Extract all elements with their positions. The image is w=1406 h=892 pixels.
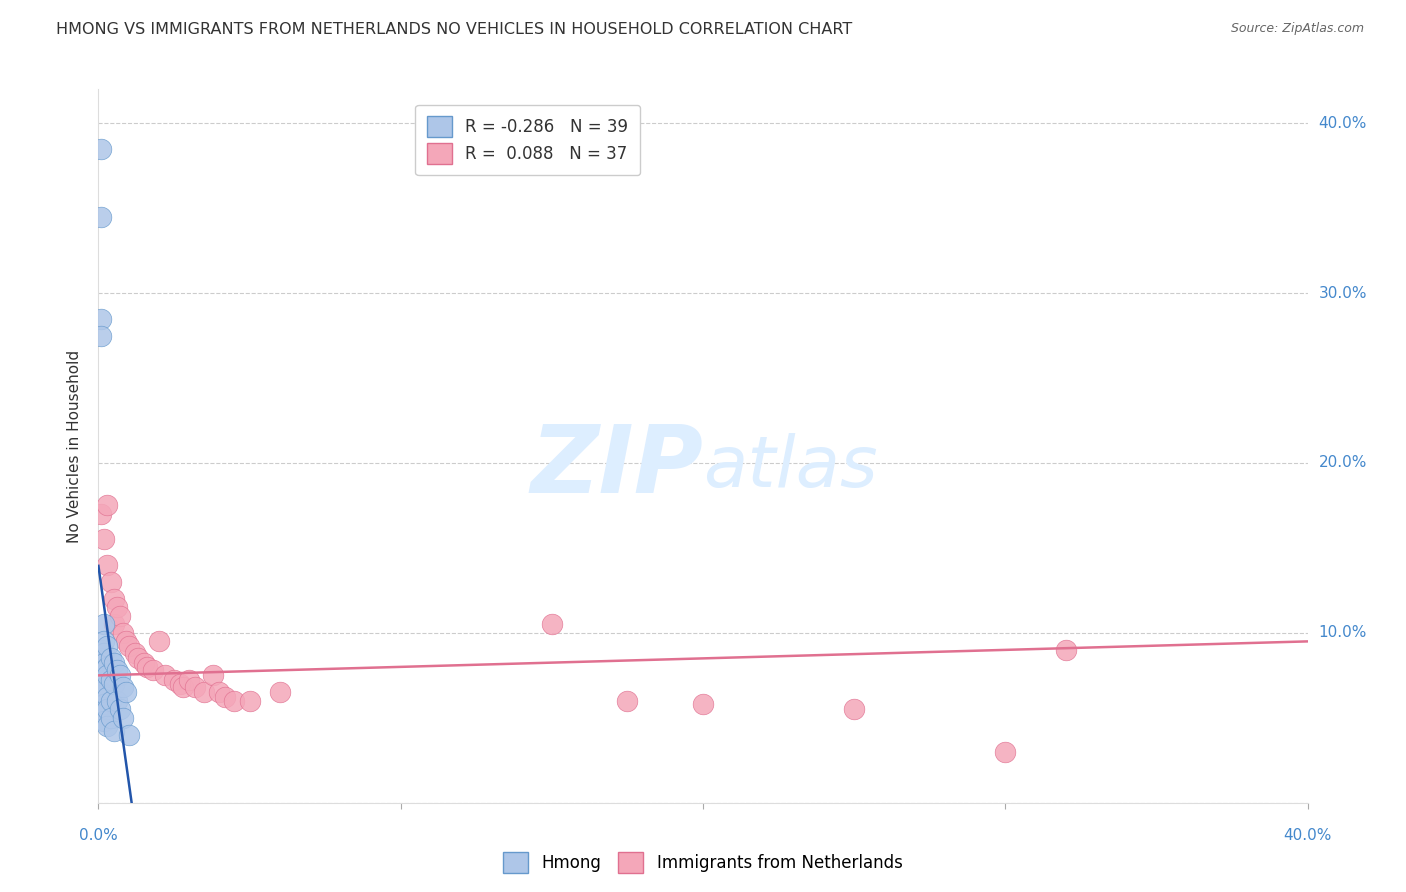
- Point: [169, 677, 191, 691]
- Point: [148, 634, 170, 648]
- Text: Source: ZipAtlas.com: Source: ZipAtlas.com: [1230, 22, 1364, 36]
- Point: [90, 643, 112, 657]
- Text: 40.0%: 40.0%: [1319, 116, 1367, 131]
- Point: [103, 617, 125, 632]
- Point: [100, 574, 122, 589]
- Point: [90, 507, 112, 521]
- Point: [93, 714, 115, 729]
- Point: [93, 634, 115, 648]
- Legend: R = -0.286   N = 39, R =  0.088   N = 37: R = -0.286 N = 39, R = 0.088 N = 37: [415, 104, 640, 176]
- Text: HMONG VS IMMIGRANTS FROM NETHERLANDS NO VEHICLES IN HOUSEHOLD CORRELATION CHART: HMONG VS IMMIGRANTS FROM NETHERLANDS NO …: [56, 22, 852, 37]
- Point: [127, 651, 149, 665]
- Point: [96, 558, 118, 572]
- Point: [90, 677, 112, 691]
- Point: [172, 680, 194, 694]
- Text: atlas: atlas: [703, 433, 877, 502]
- Text: 20.0%: 20.0%: [1319, 456, 1367, 470]
- Point: [224, 694, 246, 708]
- Point: [108, 668, 131, 682]
- Point: [202, 668, 225, 682]
- Point: [90, 651, 112, 665]
- Point: [96, 690, 118, 705]
- Point: [142, 663, 165, 677]
- Point: [111, 626, 134, 640]
- Point: [105, 600, 128, 615]
- Point: [153, 668, 176, 682]
- Point: [93, 698, 115, 712]
- Point: [93, 663, 115, 677]
- Point: [163, 673, 186, 688]
- Point: [100, 694, 122, 708]
- Point: [214, 690, 236, 705]
- Point: [692, 698, 714, 712]
- Point: [135, 660, 157, 674]
- Point: [90, 311, 112, 326]
- Point: [90, 210, 112, 224]
- Point: [111, 680, 134, 694]
- Point: [103, 677, 125, 691]
- Point: [90, 702, 112, 716]
- Point: [114, 634, 136, 648]
- Point: [96, 702, 118, 716]
- Point: [90, 142, 112, 156]
- Point: [96, 668, 118, 682]
- Text: 0.0%: 0.0%: [79, 828, 118, 843]
- Point: [844, 702, 866, 716]
- Point: [103, 591, 125, 606]
- Point: [108, 608, 131, 623]
- Point: [93, 617, 115, 632]
- Text: 10.0%: 10.0%: [1319, 625, 1367, 640]
- Point: [90, 685, 112, 699]
- Point: [105, 694, 128, 708]
- Point: [96, 660, 118, 674]
- Point: [132, 657, 155, 671]
- Point: [96, 640, 118, 654]
- Point: [124, 646, 146, 660]
- Point: [118, 728, 141, 742]
- Point: [93, 646, 115, 660]
- Point: [100, 651, 122, 665]
- Legend: Hmong, Immigrants from Netherlands: Hmong, Immigrants from Netherlands: [496, 846, 910, 880]
- Point: [100, 711, 122, 725]
- Point: [177, 673, 201, 688]
- Point: [93, 657, 115, 671]
- Point: [994, 745, 1017, 759]
- Point: [540, 617, 562, 632]
- Point: [108, 702, 131, 716]
- Point: [1054, 643, 1077, 657]
- Point: [103, 724, 125, 739]
- Point: [93, 680, 115, 694]
- Point: [103, 657, 125, 671]
- Point: [239, 694, 262, 708]
- Point: [90, 668, 112, 682]
- Point: [208, 685, 231, 699]
- Point: [269, 685, 291, 699]
- Text: 40.0%: 40.0%: [1284, 828, 1331, 843]
- Point: [118, 640, 141, 654]
- Point: [114, 685, 136, 699]
- Point: [100, 673, 122, 688]
- Text: 30.0%: 30.0%: [1319, 285, 1367, 301]
- Point: [616, 694, 638, 708]
- Point: [90, 328, 112, 343]
- Point: [184, 680, 207, 694]
- Point: [96, 499, 118, 513]
- Point: [96, 719, 118, 733]
- Point: [111, 711, 134, 725]
- Text: ZIP: ZIP: [530, 421, 703, 514]
- Point: [93, 533, 115, 547]
- Point: [193, 685, 215, 699]
- Y-axis label: No Vehicles in Household: No Vehicles in Household: [67, 350, 83, 542]
- Point: [105, 663, 128, 677]
